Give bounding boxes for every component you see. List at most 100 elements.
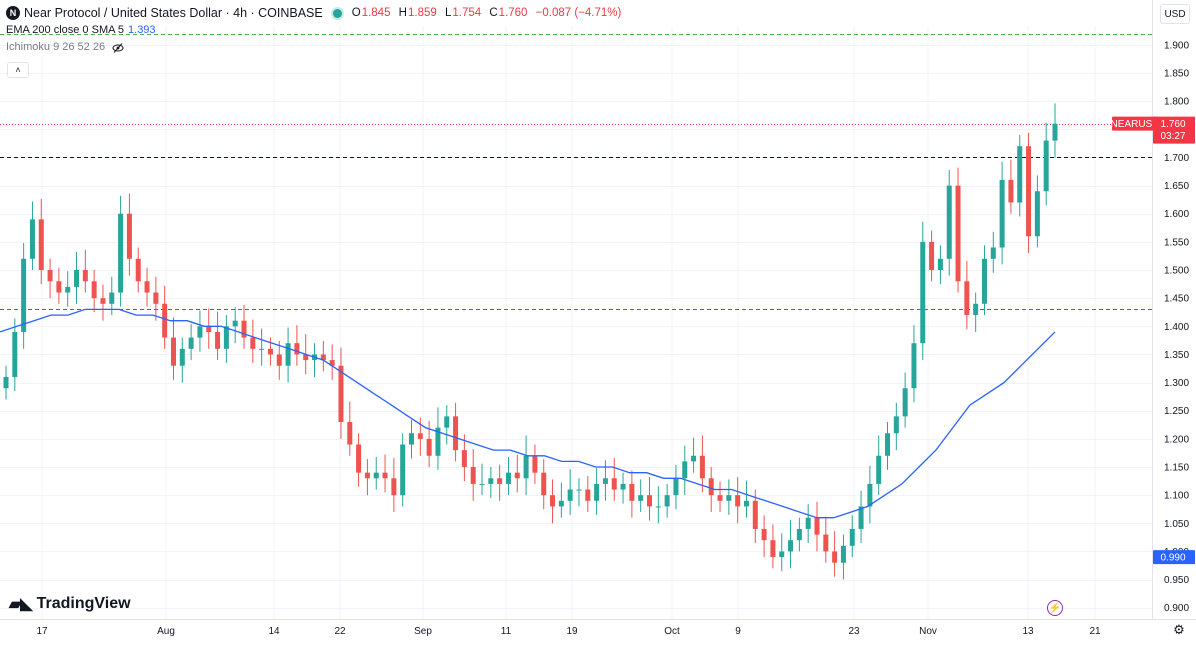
high-label: H xyxy=(398,7,407,19)
candle-body xyxy=(1034,191,1040,237)
candle-body xyxy=(338,365,344,422)
candle-body xyxy=(126,213,132,259)
candle-body xyxy=(461,450,467,468)
ema-line[interactable] xyxy=(0,308,1056,519)
candle-body xyxy=(929,241,935,271)
ema-legend[interactable]: EMA 200 close 0 SMA 5 1.393 xyxy=(6,22,626,39)
price-tick-label: 1.400 xyxy=(1164,322,1189,333)
candle-body xyxy=(779,551,785,558)
candle-body xyxy=(188,337,194,349)
candle-body xyxy=(505,472,511,484)
candle-body xyxy=(629,483,635,501)
candle-body xyxy=(964,281,970,316)
candle-body xyxy=(285,343,291,366)
eye-off-icon[interactable] xyxy=(112,42,124,54)
candle-body xyxy=(823,534,829,552)
price-tick-label: 0.900 xyxy=(1164,603,1189,614)
candle-body xyxy=(479,483,485,485)
candle-body xyxy=(541,472,547,496)
lightning-icon[interactable]: ⚡ xyxy=(1047,600,1063,616)
candle-body xyxy=(867,483,873,507)
candle-body xyxy=(153,292,159,304)
candle-body xyxy=(74,270,80,287)
candle-body xyxy=(320,354,326,361)
candle-body xyxy=(858,506,864,529)
symbol-tag xyxy=(1112,116,1158,131)
time-tick-label: 11 xyxy=(501,626,512,637)
symbol-row[interactable]: N Near Protocol / United States Dollar ·… xyxy=(6,4,626,22)
price-tick-label: 1.450 xyxy=(1164,294,1189,305)
price-tick-label: 1.200 xyxy=(1164,434,1189,445)
candle-body xyxy=(197,326,203,338)
close-value: 1.760 xyxy=(498,7,528,19)
candle-body xyxy=(1026,146,1032,237)
candle-body xyxy=(303,354,309,361)
candle-body xyxy=(400,444,406,496)
candle-body xyxy=(805,517,811,529)
candle-body xyxy=(56,281,62,293)
candle-body xyxy=(267,348,273,355)
candle-body xyxy=(611,478,617,490)
collapse-legend-button[interactable]: ˄ xyxy=(7,62,29,78)
ichimoku-legend[interactable]: Ichimoku 9 26 52 26 xyxy=(6,39,626,56)
candle-body xyxy=(1008,179,1014,203)
candle-body xyxy=(179,348,185,366)
candle-body xyxy=(259,348,265,350)
candle-body xyxy=(206,326,212,332)
time-tick-label: Sep xyxy=(414,626,432,637)
price-axis-bg xyxy=(1152,0,1196,649)
candle-body xyxy=(417,433,423,439)
price-tick-label: 1.850 xyxy=(1164,69,1189,80)
candle-body xyxy=(981,258,987,304)
candle-body xyxy=(241,320,247,338)
price-tick-label: 1.150 xyxy=(1164,463,1189,474)
candle-body xyxy=(638,495,644,501)
price-tick-label: 1.500 xyxy=(1164,266,1189,277)
candle-body xyxy=(162,303,168,338)
price-tick-label: 1.800 xyxy=(1164,97,1189,108)
close-label: C xyxy=(489,7,498,19)
symbol-title[interactable]: Near Protocol / United States Dollar · 4… xyxy=(24,6,323,20)
time-tick-label: Nov xyxy=(919,626,937,637)
candle-body xyxy=(876,455,882,484)
candle-body xyxy=(118,213,124,293)
candle-body xyxy=(444,416,450,428)
currency-button[interactable]: USD xyxy=(1160,4,1190,24)
time-axis-bg xyxy=(0,619,1196,649)
price-tick-label: 1.100 xyxy=(1164,491,1189,502)
candle-body xyxy=(594,483,600,501)
high-value: 1.859 xyxy=(407,7,437,19)
time-tick-label: 9 xyxy=(735,626,741,637)
tradingview-watermark: ▰◣ TradingView xyxy=(9,594,131,614)
time-axis: 17 Aug 14 22 Sep 11 19 Oct 9 23 Nov 13 21 xyxy=(0,619,1196,649)
candle-body xyxy=(558,500,564,507)
gear-icon[interactable]: ⚙ xyxy=(1173,622,1185,637)
candle-body xyxy=(523,455,529,479)
candle-body xyxy=(814,517,820,535)
time-tick-label: 23 xyxy=(848,626,860,637)
crosshair-price-label: 0.990 xyxy=(1160,553,1185,564)
candle-body xyxy=(708,478,714,496)
candle-body xyxy=(893,416,899,434)
candle-body xyxy=(497,478,503,484)
candle-body xyxy=(38,219,44,271)
open-value: 1.845 xyxy=(361,7,391,19)
candle-body xyxy=(408,433,414,445)
candle-body xyxy=(82,270,88,282)
candle-body xyxy=(717,495,723,501)
price-tick-label: 1.250 xyxy=(1164,406,1189,417)
candle-body xyxy=(761,528,767,541)
price-tick-label: 1.550 xyxy=(1164,237,1189,248)
chart-grid xyxy=(0,26,1152,619)
candle-body xyxy=(514,472,520,479)
candle-body xyxy=(585,489,591,501)
candle-body xyxy=(832,551,838,563)
candle-body xyxy=(752,500,758,529)
candle-body xyxy=(488,478,494,484)
candle-body xyxy=(100,298,106,304)
crosshair-price-tag xyxy=(1153,550,1195,565)
candle-body xyxy=(3,376,9,389)
time-tick-label: 17 xyxy=(36,626,48,637)
